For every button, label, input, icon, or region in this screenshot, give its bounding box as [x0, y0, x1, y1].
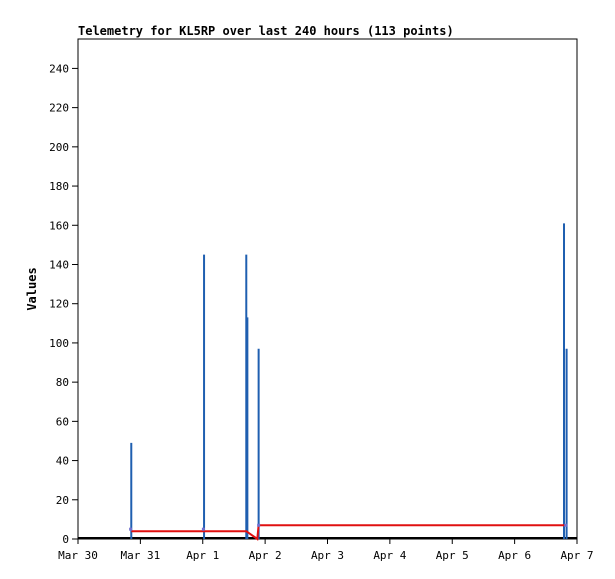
- x-axis: Mar 30 Mar 31 Apr 1 Apr 2 Apr 3 Apr 4 Apr 5 Apr…: [58, 539, 594, 562]
- y-axis: 0 20 40 60 80 100 120 140 160 180 200 220 240: [49, 62, 78, 546]
- y-tick-label: 60: [56, 415, 69, 428]
- y-tick-label: 220: [49, 102, 69, 115]
- x-tick-label: Apr 1: [186, 549, 219, 562]
- x-tick-label: Apr 5: [436, 549, 469, 562]
- x-tick-label: Mar 30: [58, 549, 98, 562]
- data-point-marker: [201, 527, 205, 531]
- y-tick-label: 160: [49, 219, 69, 232]
- x-tick-label: Apr 4: [373, 549, 406, 562]
- y-tick-label: 180: [49, 180, 69, 193]
- y-tick-label: 40: [56, 455, 69, 468]
- y-tick-label: 140: [49, 258, 69, 271]
- x-tick-label: Apr 6: [498, 549, 531, 562]
- chart-title: Telemetry for KL5RP over last 240 hours …: [78, 24, 454, 38]
- y-tick-label: 200: [49, 141, 69, 154]
- data-point-marker: [129, 527, 133, 531]
- y-tick-label: 20: [56, 494, 69, 507]
- x-tick-label: Apr 3: [311, 549, 344, 562]
- plot-frame: [77, 38, 578, 540]
- y-tick-label: 0: [62, 533, 69, 546]
- y-tick-label: 100: [49, 337, 69, 350]
- x-tick-label: Apr 7: [560, 549, 593, 562]
- y-tick-label: 80: [56, 376, 69, 389]
- y-axis-label: Values: [25, 267, 39, 310]
- y-tick-label: 120: [49, 298, 69, 311]
- data-point-marker: [564, 523, 568, 527]
- x-tick-label: Mar 31: [121, 549, 161, 562]
- x-tick-label: Apr 2: [249, 549, 282, 562]
- series-line: [131, 524, 567, 541]
- series-layer: [78, 223, 577, 541]
- y-tick-label: 240: [49, 62, 69, 75]
- data-point-marker: [257, 523, 261, 527]
